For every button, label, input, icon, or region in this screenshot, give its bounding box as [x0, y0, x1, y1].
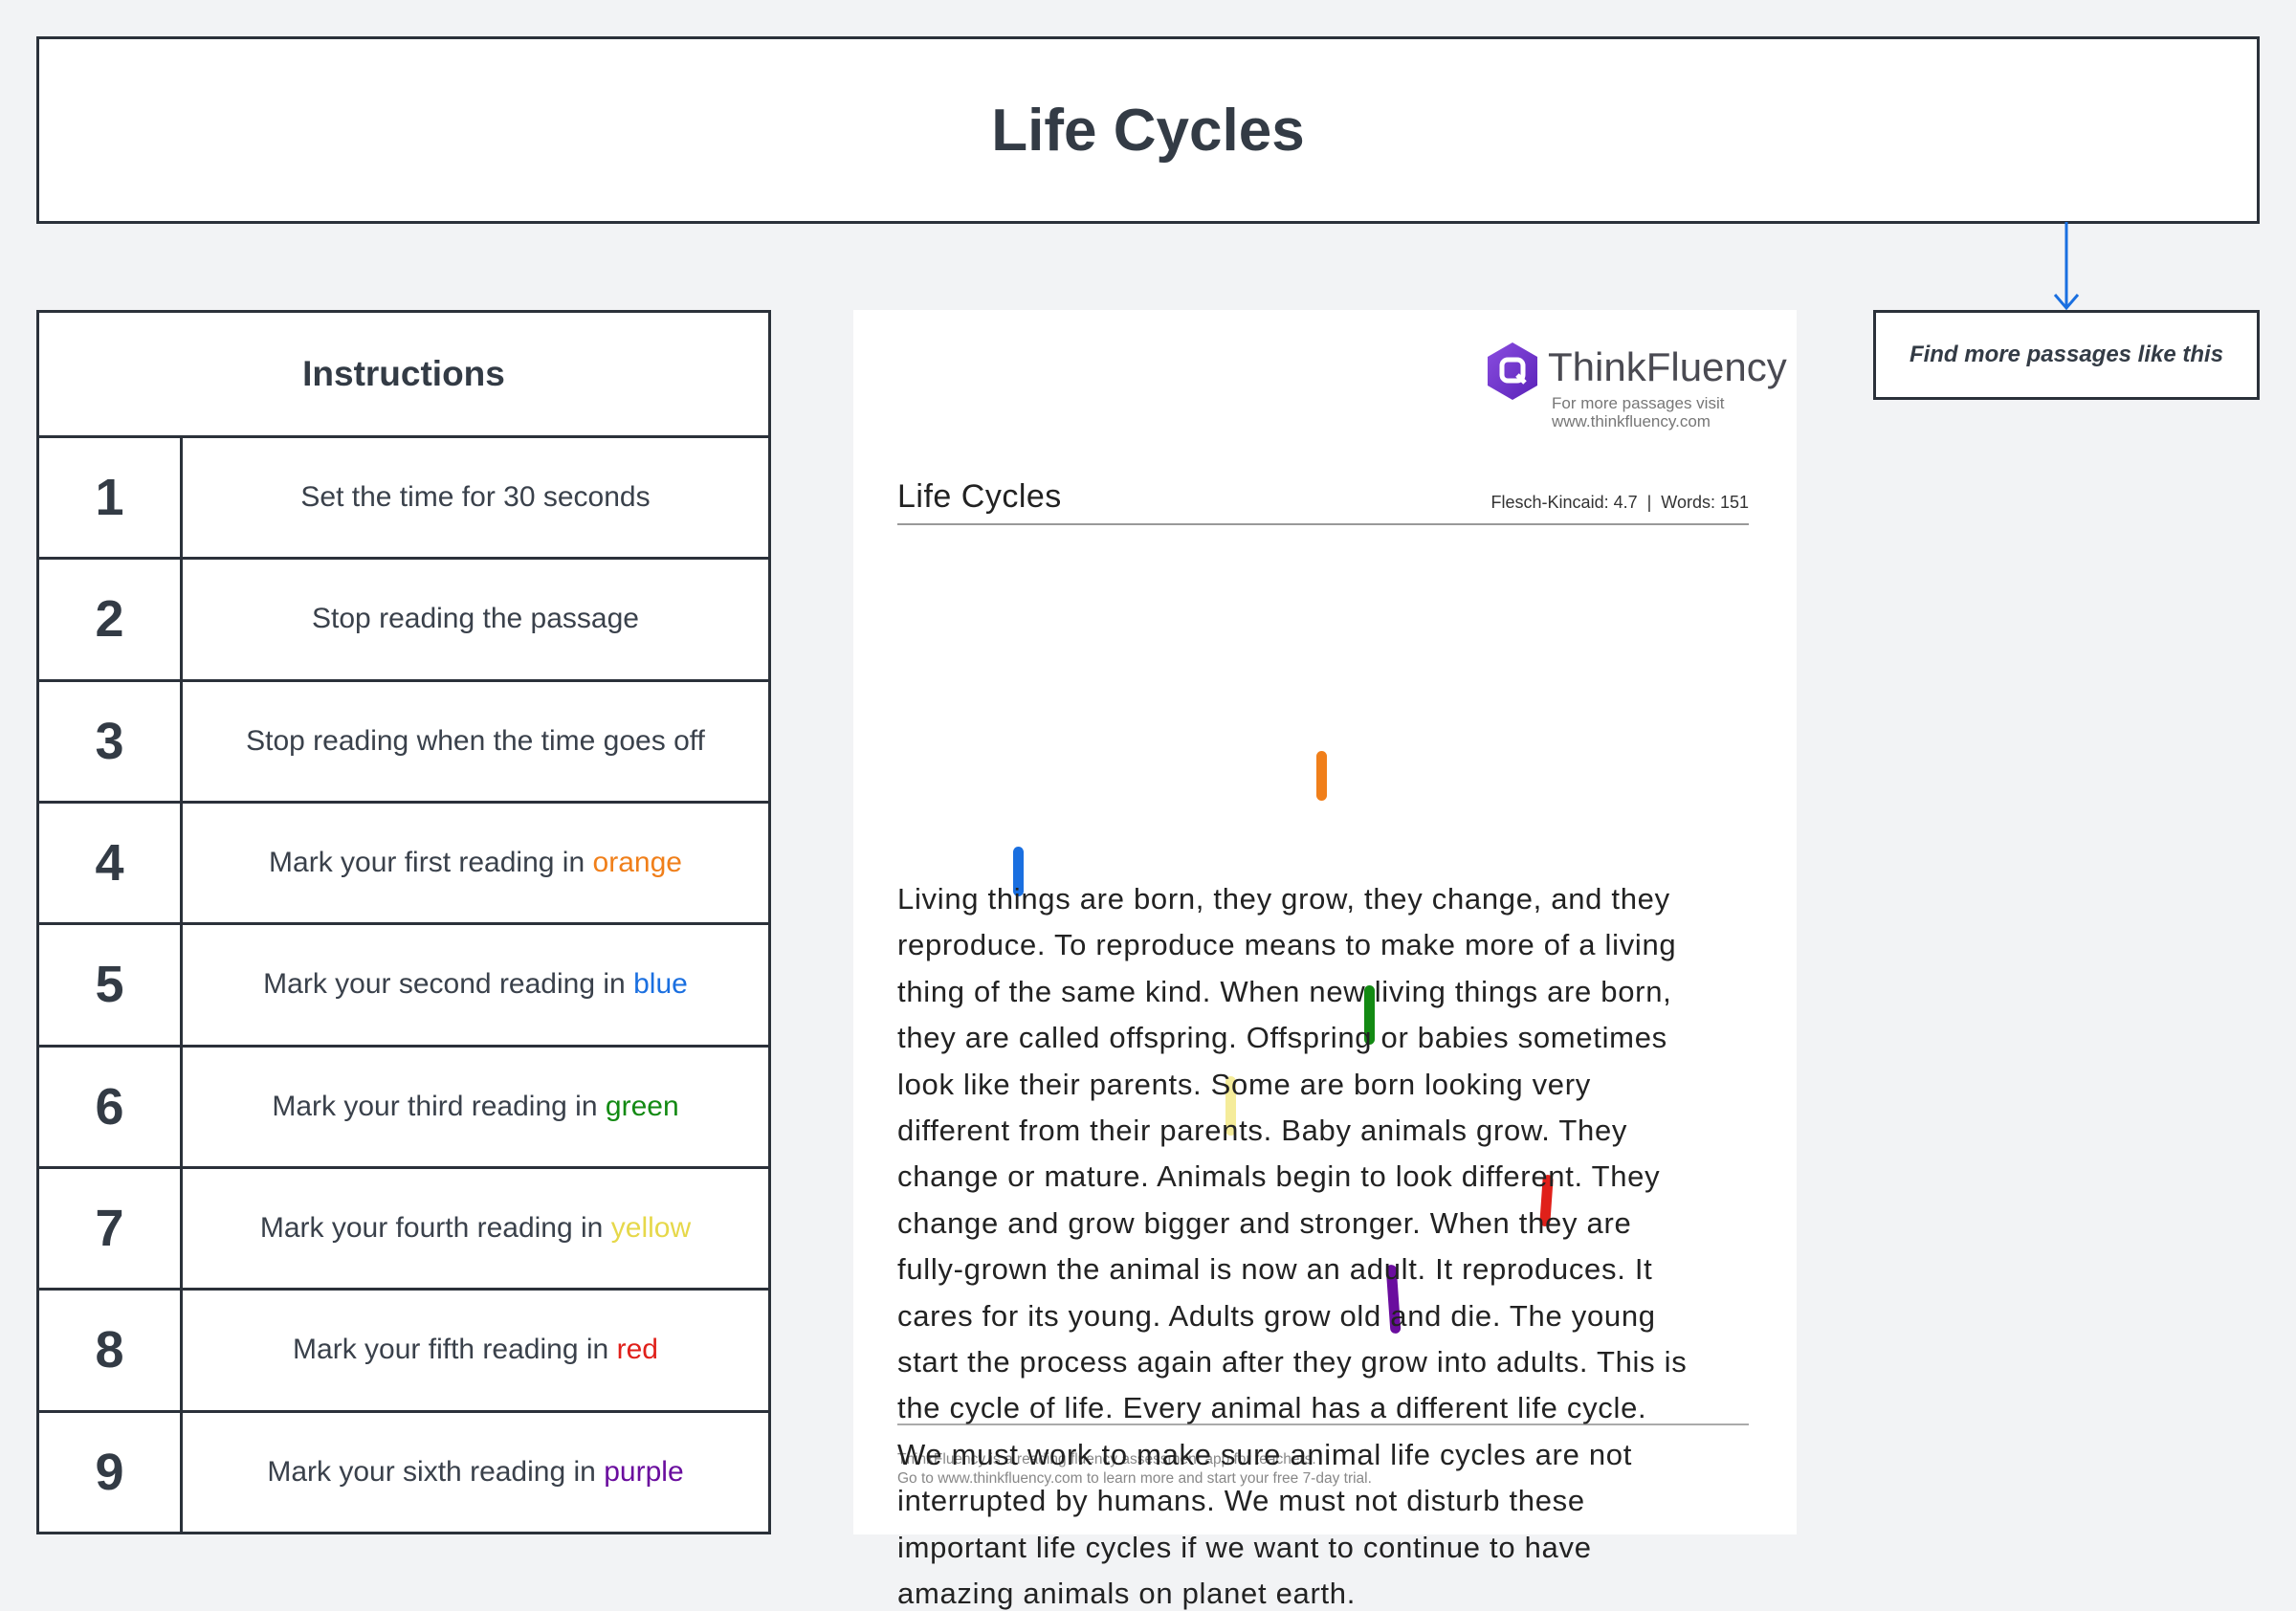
table-header: Instructions: [39, 313, 768, 438]
step-number: 3: [39, 681, 183, 801]
title: Life Cycles: [991, 97, 1305, 164]
passage-title: Life Cycles: [897, 478, 1062, 515]
yellow-marker: [1225, 1076, 1236, 1136]
step-cell: Stop reading when the time goes off: [183, 682, 768, 801]
tagline: For more passages visit: [1552, 394, 1725, 412]
step-number: 5: [39, 925, 183, 1045]
rule: [897, 1423, 1749, 1425]
orange-marker: [1316, 751, 1327, 801]
step-cell: Mark your sixth reading in purple: [183, 1413, 768, 1532]
title-box: Life Cycles: [36, 36, 2260, 224]
table-row: 7 Mark your fourth reading in yellow: [39, 1168, 768, 1291]
color-word: red: [616, 1334, 658, 1366]
passage-line: look like their parents. Some are born l…: [897, 1067, 1591, 1101]
passage-line: change and grow bigger and stronger. Whe…: [897, 1205, 1632, 1240]
step-text: Mark your sixth reading in: [267, 1455, 596, 1488]
green-marker: [1364, 985, 1375, 1045]
step-cell: Mark your third reading in green: [183, 1048, 768, 1166]
table-row: 3 Stop reading when the time goes off: [39, 681, 768, 804]
step-text: Mark your fifth reading in: [293, 1334, 609, 1366]
passage-line: start the process again after they grow …: [897, 1345, 1688, 1379]
step-text: Set the time for 30 seconds: [300, 481, 651, 514]
link-box[interactable]: Find more passages like this: [1873, 310, 2260, 400]
table-row: 5 Mark your second reading in blue: [39, 925, 768, 1048]
link-text[interactable]: Find more passages like this: [1909, 342, 2224, 367]
table-row: 6 Mark your third reading in green: [39, 1047, 768, 1169]
step-text: Mark your first reading in: [269, 847, 585, 879]
step-number: 7: [39, 1168, 183, 1289]
passage-line: fully-grown the animal is now an adult. …: [897, 1252, 1653, 1287]
step-text: Stop reading the passage: [312, 603, 639, 635]
table-row: 9 Mark your sixth reading in purple: [39, 1412, 768, 1532]
passage-document: ThinkFluency For more passages visit www…: [853, 310, 1797, 1610]
instructions-table: Instructions 1 Set the time for 30 second…: [36, 310, 771, 1534]
passage-line: they are called offspring. Offspring or …: [897, 1021, 1667, 1055]
passage-line: the cycle of life. Every animal has a di…: [897, 1391, 1647, 1425]
color-word: orange: [592, 847, 682, 879]
passage-line: interrupted by humans. We must not distu…: [897, 1484, 1585, 1518]
step-cell: Mark your second reading in blue: [183, 925, 768, 1044]
passage-line: Living things are born, they grow, they …: [897, 882, 1670, 916]
footer-text: ThinkFluency is a reading fluency assess…: [897, 1451, 1316, 1468]
passage-line: thing of the same kind. When new living …: [897, 974, 1672, 1008]
page: Life Cycles Instructions 1 Set the time f…: [36, 36, 2260, 1610]
step-number: 6: [39, 1047, 183, 1166]
step-number: 4: [39, 803, 183, 923]
table-row: 8 Mark your fifth reading in red: [39, 1291, 768, 1413]
brand: ThinkFluency: [1548, 344, 1787, 389]
step-cell: Mark your first reading in orange: [183, 804, 768, 922]
step-cell: Set the time for 30 seconds: [183, 438, 768, 557]
step-number: 1: [39, 438, 183, 558]
color-word: green: [605, 1090, 679, 1122]
step-cell: Stop reading the passage: [183, 560, 768, 678]
step-text: Mark your third reading in: [272, 1090, 598, 1122]
passage-meta: Flesch-Kincaid: 4.7 | Words: 151: [1490, 493, 1749, 512]
step-text: Mark your second reading in: [263, 968, 626, 1001]
connector-arrow: [2053, 222, 2080, 311]
rule: [897, 523, 1749, 525]
blue-marker: [1013, 847, 1024, 896]
color-word: blue: [633, 968, 688, 1001]
step-number: 8: [39, 1291, 183, 1410]
footer-text: Go to www.thinkfluency.com to learn more…: [897, 1470, 1372, 1487]
step-number: 9: [39, 1412, 183, 1532]
passage-line: important life cycles if we want to cont…: [897, 1530, 1592, 1564]
passage-line: change or mature. Animals begin to look …: [897, 1159, 1661, 1194]
step-text: Mark your fourth reading in: [259, 1212, 604, 1245]
table-row: 2 Stop reading the passage: [39, 560, 768, 682]
step-number: 2: [39, 560, 183, 679]
color-word: yellow: [610, 1212, 692, 1245]
logo-icon: [1488, 342, 1537, 400]
passage-line: reproduce. To reproduce means to make mo…: [897, 928, 1677, 962]
color-word: purple: [604, 1455, 684, 1488]
step-text: Stop reading when the time goes off: [246, 724, 705, 757]
tagline: www.thinkfluency.com: [1552, 412, 1711, 430]
passage-line: We must work to make sure animal life cy…: [897, 1437, 1633, 1471]
table-row: 4 Mark your first reading in orange: [39, 803, 768, 926]
step-cell: Mark your fifth reading in red: [183, 1291, 768, 1409]
table-row: 1 Set the time for 30 seconds: [39, 438, 768, 561]
passage-line: cares for its young. Adults grow old and…: [897, 1298, 1656, 1333]
passage-line: different from their parents. Baby anima…: [897, 1114, 1628, 1147]
step-cell: Mark your fourth reading in yellow: [183, 1169, 768, 1288]
passage-line: amazing animals on planet earth.: [897, 1577, 1357, 1610]
